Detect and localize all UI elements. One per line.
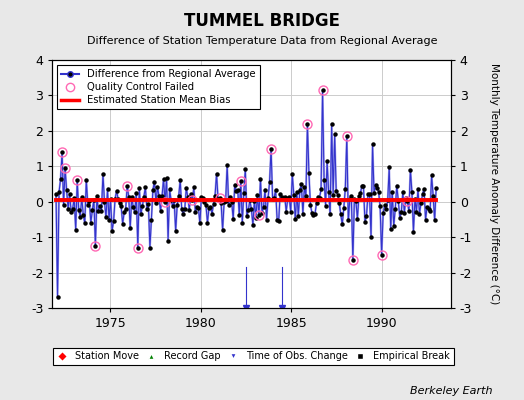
Text: Berkeley Earth: Berkeley Earth xyxy=(410,386,493,396)
Y-axis label: Monthly Temperature Anomaly Difference (°C): Monthly Temperature Anomaly Difference (… xyxy=(489,63,499,305)
Legend: Station Move, Record Gap, Time of Obs. Change, Empirical Break: Station Move, Record Gap, Time of Obs. C… xyxy=(53,348,454,365)
Text: TUMMEL BRIDGE: TUMMEL BRIDGE xyxy=(184,12,340,30)
Text: Difference of Station Temperature Data from Regional Average: Difference of Station Temperature Data f… xyxy=(87,36,437,46)
